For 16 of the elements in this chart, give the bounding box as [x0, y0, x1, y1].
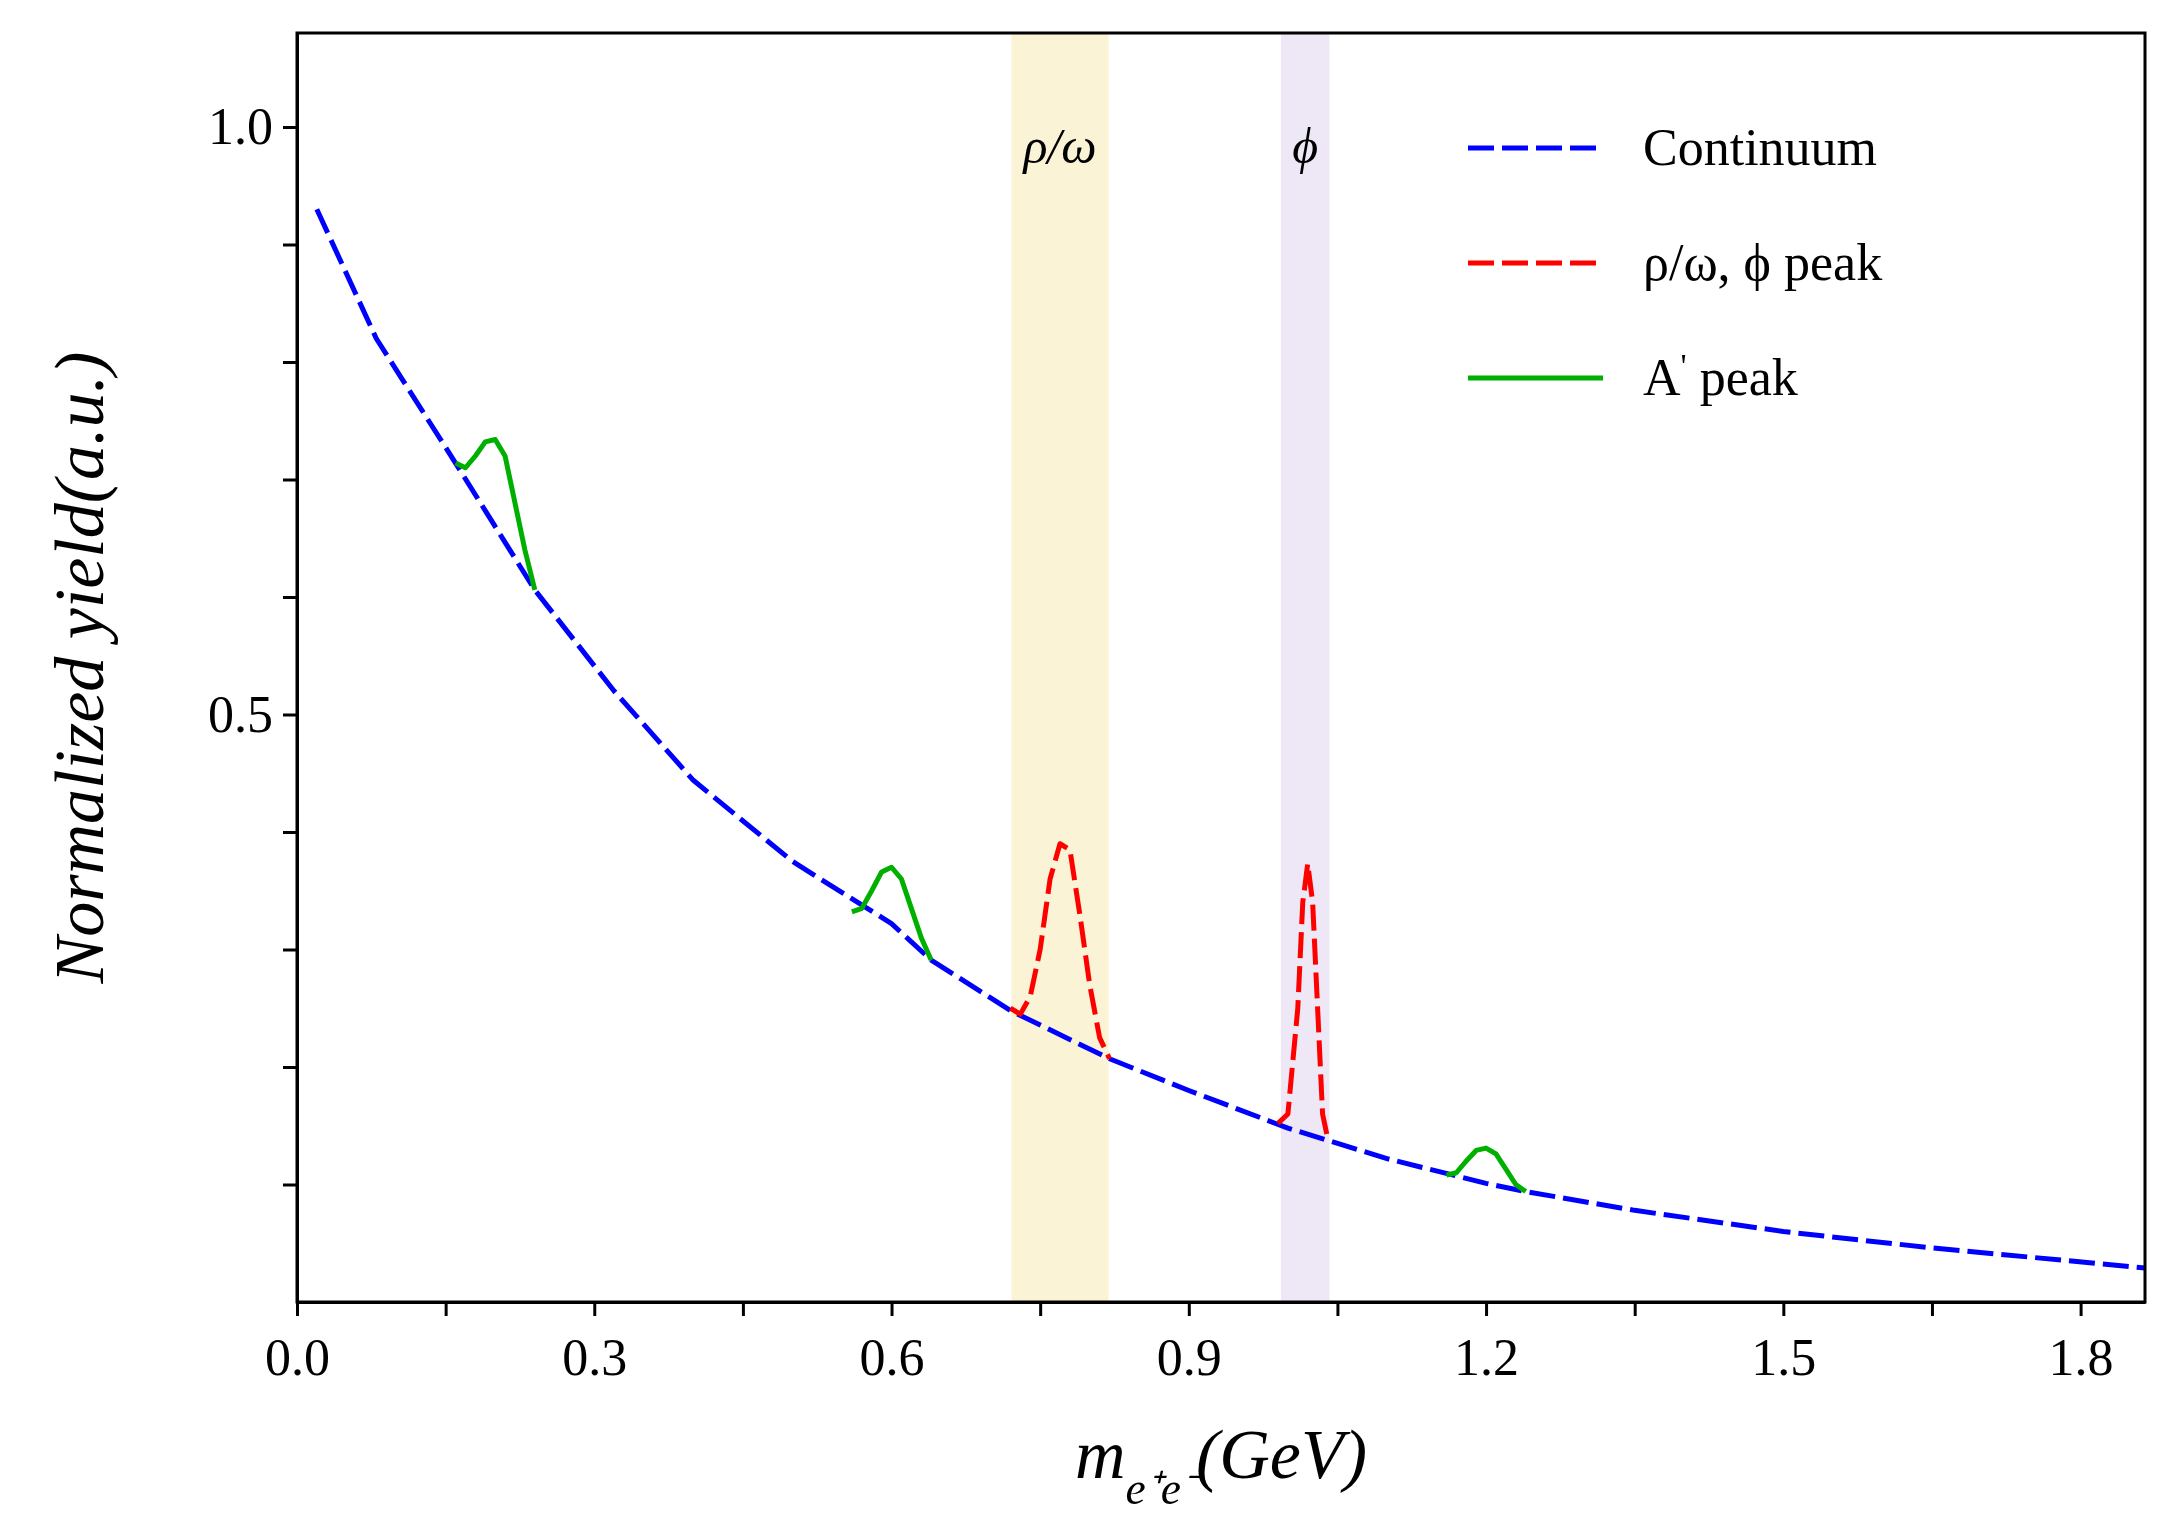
y-tick-label: 1.0: [208, 98, 273, 156]
x-tick-label: 1.2: [1454, 1328, 1520, 1386]
x-tick-label: 0.6: [859, 1328, 925, 1386]
x-axis-title: m$_{e⁺e⁻}$(GeV): [1075, 1416, 1367, 1514]
legend-label: Continuum: [1643, 119, 1878, 176]
y-axis-title: Normalized yield(a.u.): [41, 351, 118, 985]
x-tick-label: 0.3: [562, 1328, 628, 1386]
x-tick-label: 0.0: [265, 1328, 330, 1386]
legend-label: ρ/ω, ϕ peak: [1643, 234, 1883, 291]
y-tick-label: 0.5: [208, 685, 273, 743]
band-label: ρ/ω: [1021, 118, 1097, 174]
x-tick-label: 0.9: [1156, 1328, 1222, 1386]
x-tick-label: 1.8: [2048, 1328, 2114, 1386]
band-label: ϕ: [1292, 118, 1319, 174]
legend-label: A$^{'}$ peak: [1643, 346, 1798, 406]
x-tick-label: 1.5: [1751, 1328, 1817, 1386]
